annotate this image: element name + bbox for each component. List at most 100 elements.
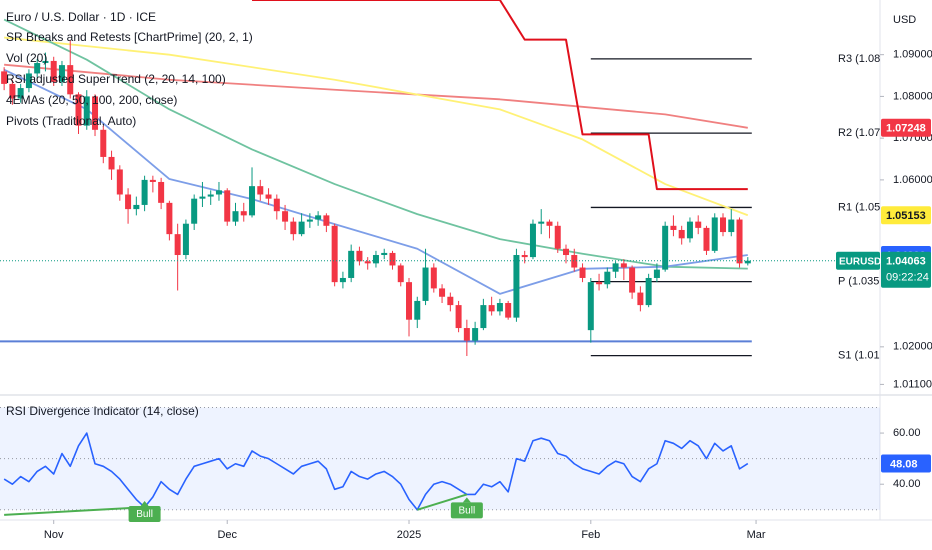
candle-body xyxy=(678,229,685,239)
candle-body xyxy=(488,305,495,312)
candle-body xyxy=(273,198,280,212)
indicator-legend[interactable]: RSI adjusted SuperTrend (2, 20, 14, 100) xyxy=(6,72,226,86)
symbol-label-box xyxy=(836,251,880,270)
indicator-legend[interactable]: Vol (20) xyxy=(6,51,47,65)
x-tick-label: Feb xyxy=(581,529,600,541)
bull-marker-pointer xyxy=(462,497,471,503)
candle-body xyxy=(240,211,247,216)
candle-body xyxy=(414,300,421,320)
y-tick-label: 1.02000 xyxy=(893,341,932,353)
candle-body xyxy=(637,292,644,306)
candle-body xyxy=(199,196,206,199)
candle-body xyxy=(174,234,181,256)
candle-body xyxy=(703,227,710,251)
rsi-tick-label: 40.00 xyxy=(893,478,921,490)
indicator-legend[interactable]: Pivots (Traditional, Auto) xyxy=(6,114,136,128)
candle-body xyxy=(34,63,41,74)
candle-body xyxy=(620,263,627,268)
candle-body xyxy=(75,94,82,126)
candle-body xyxy=(563,248,570,256)
candle-body xyxy=(306,219,313,222)
candle-body xyxy=(406,282,413,320)
candle-body xyxy=(612,263,619,272)
candle-body xyxy=(50,60,57,82)
pivot-label: S1 (1.01790 xyxy=(838,350,898,362)
price-label: 1.05153 xyxy=(886,210,926,222)
price-label: 1.07248 xyxy=(886,123,926,135)
candle-body xyxy=(604,271,611,285)
rsi-pane xyxy=(0,407,880,516)
candle-body xyxy=(149,179,156,182)
candle-body xyxy=(653,269,660,278)
candle-body xyxy=(191,198,198,224)
candle-body xyxy=(182,223,189,256)
candle-body xyxy=(496,303,503,312)
indicator-legend[interactable]: SR Breaks and Retests [ChartPrime] (20, … xyxy=(6,30,253,44)
last-price-box xyxy=(881,251,931,288)
divergence-line xyxy=(4,506,145,516)
bull-marker xyxy=(450,502,483,519)
candle-body xyxy=(42,60,49,64)
candle-body xyxy=(17,88,24,99)
candle-body xyxy=(133,204,140,210)
currency-label[interactable]: USD xyxy=(893,14,916,26)
candle-body xyxy=(92,96,99,130)
candle-body xyxy=(670,225,677,230)
candle-body xyxy=(100,129,107,157)
candle-body xyxy=(141,179,148,205)
pivot-label: R1 (1.05340 xyxy=(838,201,899,213)
x-tick-label: Dec xyxy=(217,529,237,541)
candle-body xyxy=(447,296,454,306)
candle-body xyxy=(116,169,123,195)
rsi-tick-label: 60.00 xyxy=(893,427,921,439)
candle-body xyxy=(554,225,561,249)
candle-body xyxy=(323,215,330,226)
x-tick-label: 2025 xyxy=(397,529,421,541)
candle-body xyxy=(546,221,553,226)
rsi-title[interactable]: RSI Divergence Indicator (14, close) xyxy=(6,404,199,418)
candle-body xyxy=(662,225,669,270)
x-tick-label: Nov xyxy=(44,529,64,541)
indicator-line xyxy=(4,36,749,217)
candle-body xyxy=(463,328,470,341)
candle-body xyxy=(339,277,346,283)
bull-label: Bull xyxy=(459,506,476,517)
candle-body xyxy=(282,211,289,222)
candle-body xyxy=(331,225,338,283)
candle-body xyxy=(348,250,355,278)
candle-body xyxy=(571,255,578,268)
indicator-legend[interactable]: 4EMAs (20, 50, 100, 200, close) xyxy=(6,93,177,107)
candle-body xyxy=(224,190,231,222)
candle-body xyxy=(232,211,239,222)
candle-body xyxy=(472,328,479,341)
candle-body xyxy=(728,219,735,233)
candle-body xyxy=(215,190,222,195)
candle-body xyxy=(645,277,652,306)
rsi-last-box xyxy=(881,454,931,473)
candle-body xyxy=(629,267,636,293)
bull-marker-pointer xyxy=(140,501,149,506)
candle-body xyxy=(290,221,297,235)
y-tick-label: 1.01100 xyxy=(893,378,932,390)
candle-body xyxy=(83,96,90,126)
candle-body xyxy=(25,73,32,89)
candle-body xyxy=(67,65,74,95)
symbol-title[interactable]: Euro / U.S. Dollar · 1D · ICE xyxy=(6,10,156,24)
candle-body xyxy=(9,83,16,99)
candle-body xyxy=(389,252,396,266)
divergence-line xyxy=(416,493,468,511)
pivot-label: R3 (1.08900 xyxy=(838,53,899,65)
last-price: 1.04063 xyxy=(886,256,926,268)
candle-body xyxy=(1,71,8,84)
candle-body xyxy=(265,194,272,199)
candle-body xyxy=(695,221,702,228)
candle-body xyxy=(430,267,437,289)
bull-marker xyxy=(128,506,161,522)
candle-body xyxy=(356,250,363,262)
candle-body xyxy=(480,305,487,329)
candle-body xyxy=(58,65,65,82)
y-tick-label: 1.09000 xyxy=(893,49,932,61)
candle-body xyxy=(397,265,404,283)
candle-body xyxy=(249,186,256,216)
